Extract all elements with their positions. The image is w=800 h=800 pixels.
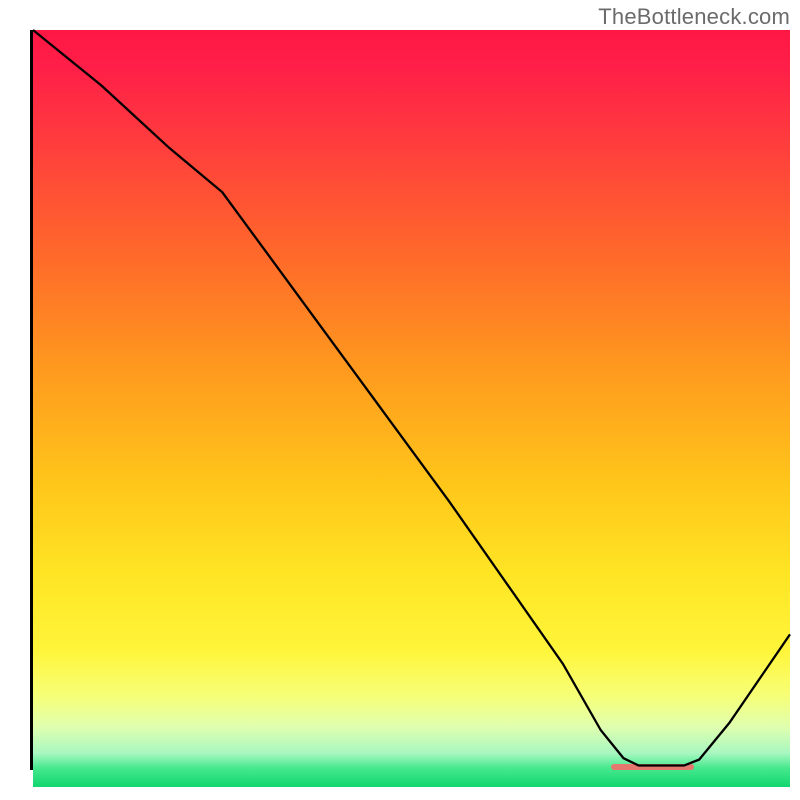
bottleneck-curve [33,30,790,767]
watermark-text: TheBottleneck.com [598,4,790,30]
chart-plot-area [30,30,790,770]
